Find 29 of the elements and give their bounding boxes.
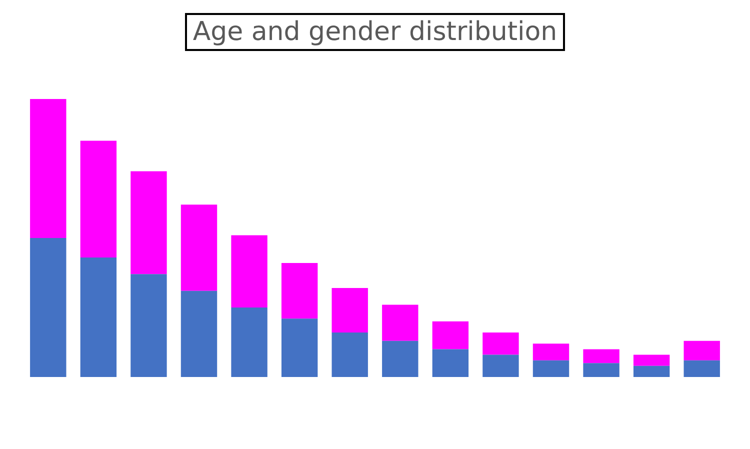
bar (432, 321, 469, 350)
bar (633, 354, 670, 366)
bar (684, 340, 720, 360)
bar (532, 344, 570, 360)
bar (382, 340, 418, 377)
bar (583, 363, 620, 377)
bar (180, 204, 218, 291)
bar (281, 318, 318, 377)
bar (583, 349, 620, 364)
bar (30, 238, 66, 377)
bar (482, 354, 519, 377)
bar (482, 332, 519, 355)
bar (332, 288, 368, 333)
bar (130, 171, 167, 274)
bar (80, 140, 117, 258)
bar (231, 235, 268, 308)
bar (684, 360, 720, 377)
bar (130, 274, 167, 377)
bar (432, 349, 469, 377)
bar (180, 290, 218, 377)
chart-title: Age and gender distribution (184, 13, 566, 51)
bar (281, 263, 318, 319)
bar (332, 332, 368, 377)
bar (382, 304, 418, 341)
bar (633, 366, 670, 377)
bar (231, 308, 268, 377)
bar (30, 99, 66, 238)
bar (532, 360, 570, 377)
bar (80, 257, 117, 377)
